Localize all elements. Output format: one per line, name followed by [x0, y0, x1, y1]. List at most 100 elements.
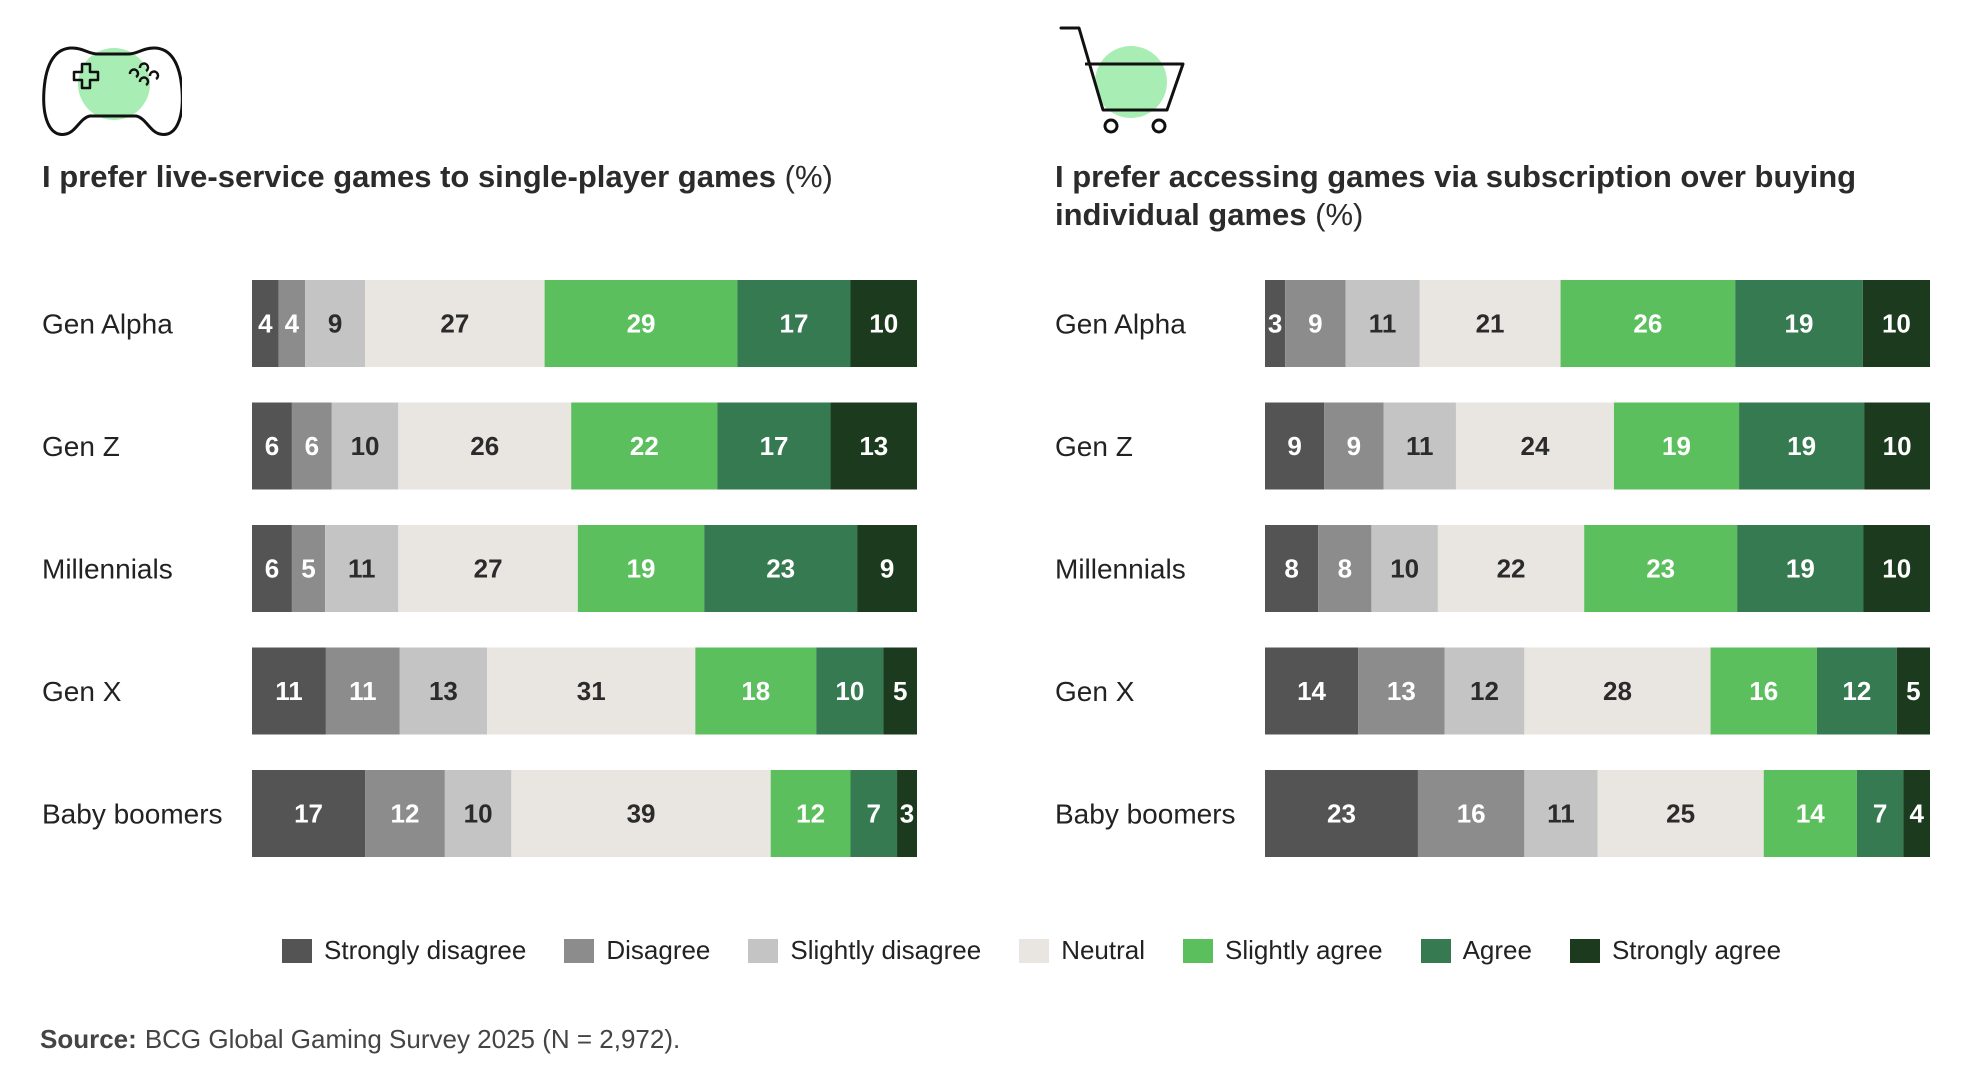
data-label: 17 — [294, 799, 323, 829]
legend-swatch — [748, 938, 779, 963]
legend-label: Agree — [1462, 935, 1532, 965]
data-label: 11 — [1547, 799, 1575, 829]
bar-segment — [1763, 770, 1857, 857]
data-label: 23 — [766, 554, 795, 584]
bar-segment — [444, 770, 512, 857]
data-label: 3 — [1268, 309, 1282, 339]
legend-item: Strongly agree — [1569, 935, 1781, 966]
data-label: 6 — [265, 431, 279, 461]
data-label: 31 — [577, 676, 606, 706]
bar-segment — [1710, 647, 1817, 735]
bar-segment — [1444, 647, 1525, 735]
bar-segment — [365, 280, 545, 367]
data-label: 14 — [1796, 799, 1825, 829]
data-label: 10 — [1882, 554, 1911, 584]
bar-segment — [325, 525, 399, 612]
data-label: 10 — [351, 431, 380, 461]
bar-segment — [1265, 647, 1359, 735]
bar-segment — [816, 647, 884, 735]
bar-segment — [1524, 770, 1598, 857]
data-label: 28 — [1603, 676, 1632, 706]
shopping-cart-icon — [1059, 26, 1185, 134]
bar-segment — [704, 525, 858, 612]
bar-segment — [1383, 402, 1456, 490]
data-label: 9 — [1347, 431, 1361, 461]
data-label: 27 — [440, 309, 469, 339]
legend-label: Neutral — [1061, 935, 1146, 965]
data-label: 25 — [1666, 799, 1695, 829]
bar-segment — [830, 402, 917, 490]
bar-segment — [857, 525, 917, 612]
bar-segment — [1584, 525, 1738, 612]
source-text: BCG Global Gaming Survey 2025 (N = 2,972… — [144, 1024, 681, 1054]
bar-segment — [398, 525, 578, 612]
data-label: 10 — [1883, 431, 1912, 461]
legend-item: Slightly disagree — [748, 935, 981, 966]
category-label: Baby boomers — [1055, 799, 1236, 830]
data-label: 11 — [1369, 309, 1397, 339]
data-label: 12 — [1842, 676, 1871, 706]
data-label: 22 — [1497, 554, 1526, 584]
bar-segment — [1863, 525, 1930, 612]
bar-segment — [1816, 647, 1897, 735]
legend-swatch — [1183, 938, 1214, 963]
data-label: 10 — [464, 799, 493, 829]
bar-segment — [883, 647, 917, 735]
bar-segment — [1417, 770, 1525, 857]
bar-segment — [398, 402, 572, 490]
data-label: 9 — [328, 309, 342, 339]
data-label: 16 — [1457, 799, 1486, 829]
data-label: 8 — [1338, 554, 1352, 584]
bar-segment — [577, 525, 705, 612]
data-label: 14 — [1297, 676, 1326, 706]
bar-segment — [1318, 525, 1372, 612]
data-label: 18 — [741, 676, 770, 706]
data-label: 10 — [1390, 554, 1419, 584]
legend-item: Neutral — [1019, 935, 1145, 966]
bar-segment — [1735, 280, 1863, 367]
bar-segment — [487, 647, 696, 735]
legend-label: Slightly agree — [1225, 935, 1383, 965]
legend-swatch — [1569, 938, 1600, 963]
category-label: Gen X — [42, 676, 122, 707]
data-label: 12 — [390, 799, 419, 829]
bar-segment — [1597, 770, 1764, 857]
data-label: 19 — [627, 554, 656, 584]
bar-segment — [850, 280, 917, 367]
bar-segment — [1324, 402, 1384, 490]
bar-segment — [544, 280, 738, 367]
data-label: 13 — [429, 676, 458, 706]
legend-item: Strongly disagree — [282, 935, 526, 966]
data-label: 12 — [1470, 676, 1499, 706]
data-label: 19 — [1662, 431, 1691, 461]
source-label: Source: — [40, 1024, 137, 1054]
game-controller-icon — [42, 46, 182, 136]
data-label: 23 — [1646, 554, 1675, 584]
category-label: Gen Z — [42, 431, 120, 462]
bar-segment — [1419, 280, 1561, 367]
bar-segment — [331, 402, 399, 490]
data-label: 39 — [627, 799, 656, 829]
data-label: 13 — [1387, 676, 1416, 706]
data-label: 11 — [275, 676, 303, 706]
data-label: 5 — [893, 676, 907, 706]
data-label: 12 — [796, 799, 825, 829]
bar-segment — [571, 402, 718, 490]
data-label: 21 — [1476, 309, 1505, 339]
bar-segment — [291, 525, 326, 612]
legend-label: Slightly disagree — [790, 935, 982, 965]
bar-segment — [1455, 402, 1614, 490]
bar-segment — [770, 770, 851, 857]
data-label: 9 — [1287, 431, 1301, 461]
legend-swatch — [564, 938, 595, 963]
chart-title: I prefer live-service games to single-pl… — [42, 159, 833, 194]
data-label: 10 — [835, 676, 864, 706]
bar-segment — [252, 525, 292, 612]
bar-segment — [1896, 647, 1930, 735]
data-label: 11 — [1406, 431, 1434, 461]
bar-segment — [1613, 402, 1740, 490]
bar-segment — [1285, 280, 1346, 367]
data-label: 5 — [301, 554, 315, 584]
bar-segment — [1903, 770, 1930, 857]
bar-segment — [252, 402, 292, 490]
